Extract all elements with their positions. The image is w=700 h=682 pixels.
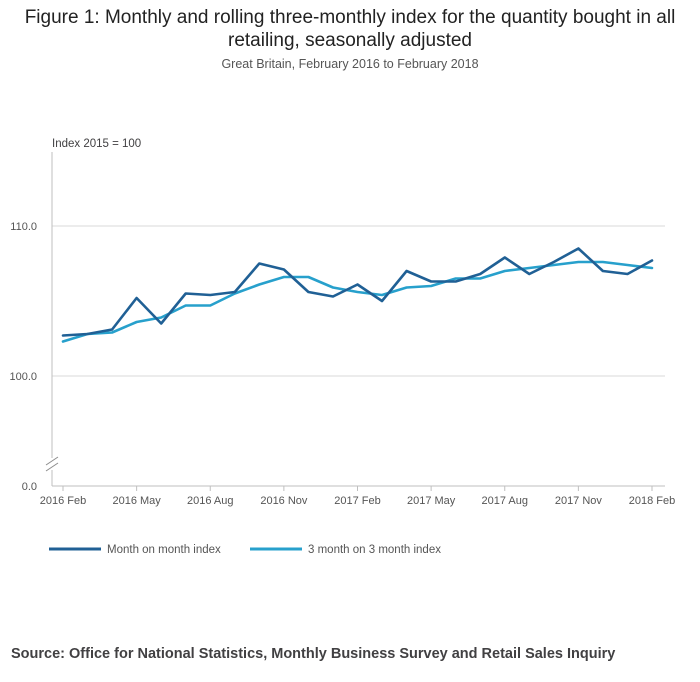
chart-subtitle: Great Britain, February 2016 to February… <box>221 57 479 71</box>
axis-break-mark <box>45 456 59 466</box>
source-note: Source: Office for National Statistics, … <box>11 646 616 662</box>
x-tick-label: 2017 Nov <box>555 495 603 507</box>
series-line-3-month-on-3-month <box>61 260 654 343</box>
y-tick-label: 100.0 <box>9 371 37 383</box>
x-tick-label: 2018 Feb <box>629 495 675 507</box>
y-axis-label: Index 2015 = 100 <box>52 138 141 150</box>
axis-break-mark <box>45 462 59 472</box>
x-tick-label: 2017 Aug <box>482 495 529 507</box>
legend-label: Month on month index <box>107 544 221 556</box>
y-tick-label: 110.0 <box>10 221 37 233</box>
y-tick-label: 0.0 <box>22 481 37 493</box>
x-tick-label: 2017 Feb <box>334 495 380 507</box>
x-tick-label: 2017 May <box>407 495 456 507</box>
x-tick-label: 2016 May <box>112 495 161 507</box>
x-tick-label: 2016 Nov <box>260 495 308 507</box>
x-tick-label: 2016 Feb <box>40 495 86 507</box>
chart-title: Figure 1: Monthly and rolling three-mont… <box>24 7 676 51</box>
x-tick-label: 2016 Aug <box>187 495 234 507</box>
series-line-month-on-month <box>61 247 654 337</box>
legend-label: 3 month on 3 month index <box>308 544 441 556</box>
